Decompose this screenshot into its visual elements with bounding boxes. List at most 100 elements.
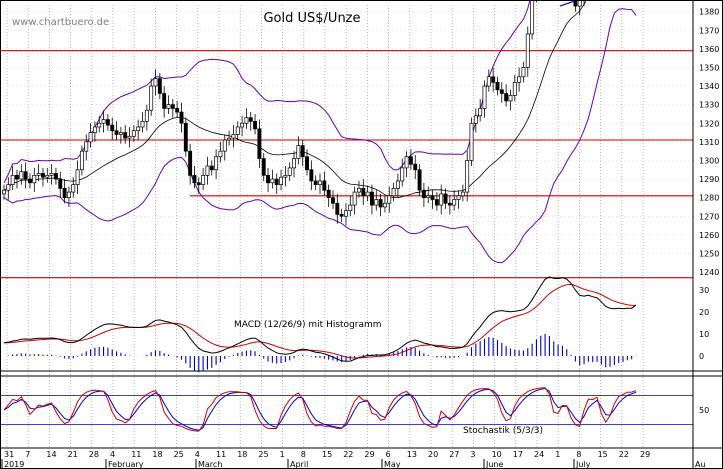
candle-body [53, 173, 58, 180]
candle-body [382, 202, 387, 208]
candle-body [292, 158, 296, 169]
candle-body [144, 109, 149, 122]
date-tick-label: 27 [449, 450, 459, 459]
candle-body [118, 132, 123, 135]
candle-body [6, 184, 11, 191]
candle-body [15, 174, 19, 180]
candle-body [305, 156, 309, 171]
candle-body [58, 178, 63, 189]
candle-body [179, 111, 184, 124]
candle-body [131, 130, 136, 137]
date-tick-label: 4 [110, 450, 115, 459]
month-label: April [290, 460, 308, 469]
candle-body [460, 191, 465, 197]
candle-body [36, 173, 41, 176]
candle-body [170, 104, 175, 109]
pattern-line-lower [559, 0, 580, 7]
date-tick-label: 25 [258, 450, 268, 459]
candle-body [361, 188, 366, 197]
candle-body [149, 85, 154, 111]
candle-body [231, 134, 236, 139]
candle-body [313, 180, 318, 185]
candle-body [45, 174, 50, 178]
price-tick-label: 1260 [699, 231, 719, 240]
candle-body [443, 193, 448, 204]
price-tick-label: 1340 [699, 82, 719, 91]
price-tick-label: 1310 [699, 138, 719, 147]
month-label: Au [695, 460, 706, 469]
candle-body [300, 145, 305, 158]
candle-body [227, 137, 232, 141]
candle-body [270, 178, 275, 184]
candles [2, 0, 587, 226]
price-tick-label: 1270 [699, 212, 719, 221]
grid [0, 5, 693, 448]
candle-body [49, 173, 54, 176]
date-tick-label: 18 [237, 450, 247, 459]
candle-body [10, 174, 15, 185]
candle-body [218, 150, 223, 158]
candle-body [521, 67, 526, 78]
price-tick-label: 1300 [699, 156, 719, 165]
candle-body [192, 174, 197, 184]
price-tick-label: 1290 [699, 175, 719, 184]
date-tick-label: 31 [4, 450, 14, 459]
candle-body [162, 93, 167, 109]
candle-body [469, 122, 474, 161]
candle-body [486, 76, 491, 87]
candle-body [391, 188, 396, 197]
candle-body [248, 117, 253, 122]
date-tick-label: 1 [280, 450, 285, 459]
candle-body [508, 95, 513, 102]
macd-tick-label: 30 [699, 286, 709, 295]
candle-body [79, 150, 84, 171]
candle-body [127, 135, 132, 139]
candle-body [426, 195, 431, 199]
candle-body [395, 180, 400, 189]
date-tick-label: 21 [68, 450, 78, 459]
candle-body [447, 202, 452, 206]
candle-body [352, 191, 357, 206]
candle-body [452, 199, 457, 206]
candle-body [283, 174, 288, 178]
candle-body [417, 169, 422, 191]
triangle-pattern [559, 0, 580, 7]
candle-body [266, 174, 271, 184]
candle-body [339, 214, 344, 217]
candle-body [357, 188, 361, 193]
candle-body [482, 85, 487, 109]
date-tick-label: 17 [513, 450, 523, 459]
candle-body [209, 165, 214, 171]
middle-band [3, 0, 587, 198]
candle-body [430, 195, 435, 200]
month-label: May [384, 460, 401, 469]
month-label: February [108, 460, 144, 469]
watermark: www.chartbuero.de [12, 17, 109, 28]
lower-band [3, 8, 637, 264]
date-tick-label: 22 [619, 450, 629, 459]
candle-body [335, 202, 340, 215]
date-tick-label: 14 [46, 450, 56, 459]
candle-body [296, 145, 301, 159]
price-tick-label: 1280 [699, 194, 719, 203]
month-label: March [198, 460, 222, 469]
candle-body [261, 158, 266, 176]
candle-body [175, 108, 180, 113]
candle-body [326, 189, 331, 199]
stoch-k-line [3, 387, 637, 432]
candle-body [374, 199, 379, 206]
candle-body [369, 191, 374, 206]
candle-body [491, 76, 496, 83]
candle-body [123, 132, 128, 139]
candle-body [473, 115, 478, 124]
candle-body [105, 119, 110, 126]
candle-body [88, 132, 93, 143]
candle-body [257, 128, 262, 159]
candle-body [413, 163, 418, 171]
date-tick-label: 10 [492, 450, 502, 459]
candle-body [512, 81, 517, 96]
candle-body [71, 184, 76, 193]
candle-body [504, 93, 509, 102]
date-tick-label: 28 [89, 450, 99, 459]
candle-body [166, 104, 171, 109]
